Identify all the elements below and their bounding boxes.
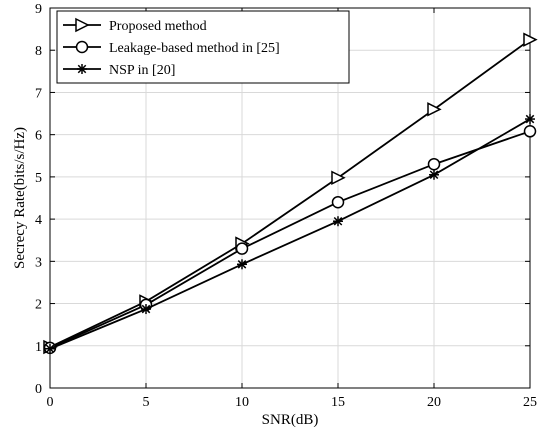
x-tick-label: 5 bbox=[143, 395, 150, 410]
data-point-triangle bbox=[331, 170, 346, 185]
data-point-circle bbox=[523, 125, 537, 138]
data-point-circle bbox=[235, 242, 249, 255]
data-point-asterisk bbox=[525, 114, 535, 125]
legend: Proposed method Leakage-based method in [… bbox=[56, 10, 350, 84]
x-tick-label: 0 bbox=[47, 395, 54, 410]
data-point-triangle bbox=[427, 102, 442, 117]
data-point-asterisk bbox=[45, 343, 55, 354]
data-point-circle bbox=[75, 40, 89, 54]
legend-label: Leakage-based method in [25] bbox=[109, 41, 280, 56]
plot-frame bbox=[49, 7, 531, 389]
y-tick-label: 5 bbox=[35, 171, 42, 186]
series-line bbox=[49, 130, 531, 349]
series-line bbox=[49, 38, 531, 348]
data-point-triangle bbox=[75, 17, 90, 33]
data-point-asterisk bbox=[237, 259, 247, 270]
axis-ticks: 0 5 10 15 20 25 0 1 2 3 4 5 6 7 8 9 bbox=[35, 2, 537, 410]
legend-entry: Proposed method bbox=[63, 17, 207, 34]
data-point-circle bbox=[331, 195, 345, 209]
series-3 bbox=[45, 114, 535, 354]
x-axis-title: SNR(dB) bbox=[262, 412, 319, 428]
x-tick-label: 25 bbox=[523, 395, 537, 410]
series-layer bbox=[43, 32, 538, 355]
y-tick-label: 3 bbox=[35, 255, 42, 270]
y-tick-label: 9 bbox=[35, 2, 42, 17]
y-tick-label: 1 bbox=[35, 340, 42, 355]
data-point-asterisk bbox=[429, 169, 439, 180]
legend-box bbox=[56, 10, 350, 84]
series-line bbox=[49, 118, 531, 350]
x-tick-label: 10 bbox=[235, 395, 249, 410]
legend-entry: Leakage-based method in [25] bbox=[63, 40, 280, 56]
y-tick-label: 7 bbox=[35, 86, 42, 101]
y-tick-label: 0 bbox=[35, 382, 42, 397]
data-point-triangle bbox=[523, 32, 538, 47]
data-point-circle bbox=[427, 157, 441, 171]
data-point-asterisk bbox=[77, 64, 87, 74]
y-tick-label: 6 bbox=[35, 129, 42, 144]
y-axis-title: Secrecy Rate(bits/s/Hz) bbox=[12, 127, 28, 269]
legend-label: NSP in [20] bbox=[109, 63, 175, 78]
y-tick-label: 2 bbox=[35, 298, 42, 313]
y-tick-label: 4 bbox=[35, 213, 42, 228]
data-point-asterisk bbox=[333, 216, 343, 227]
data-point-asterisk bbox=[141, 304, 151, 315]
legend-label: Proposed method bbox=[109, 19, 207, 34]
legend-entry: NSP in [20] bbox=[63, 63, 175, 78]
x-tick-label: 20 bbox=[427, 395, 441, 410]
series-2 bbox=[43, 125, 537, 355]
y-tick-label: 8 bbox=[35, 44, 42, 59]
x-tick-label: 15 bbox=[331, 395, 345, 410]
